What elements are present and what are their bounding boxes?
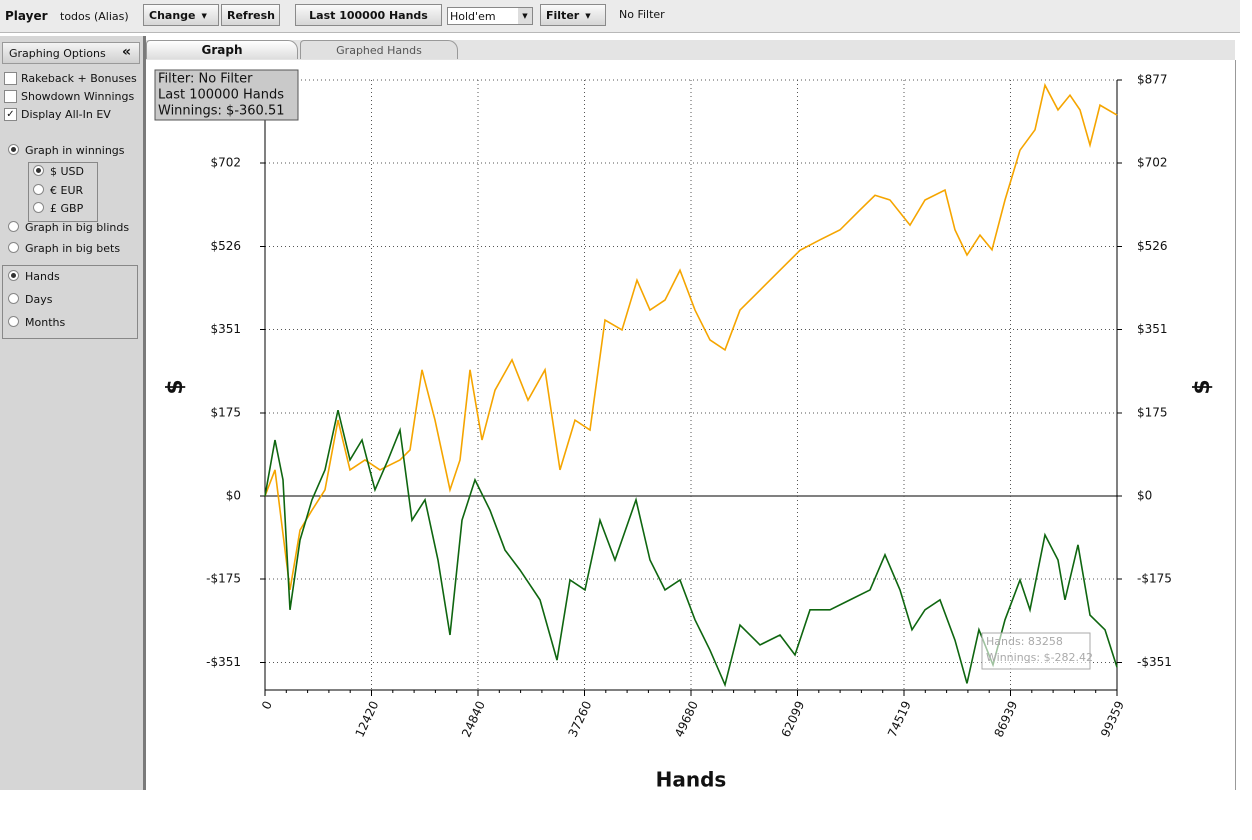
radio-dot (36, 168, 41, 173)
option-label[interactable]: $ USD (50, 165, 84, 178)
option-label[interactable]: Display All-In EV (21, 108, 111, 121)
radio-button[interactable] (8, 316, 19, 327)
tooltip-line: Hands: 83258 (986, 635, 1063, 648)
x-tick-label: 0 (259, 699, 275, 712)
radio-button[interactable] (8, 270, 19, 281)
check-mark: ✓ (6, 109, 15, 120)
y-tick-label: $175 (210, 405, 241, 419)
filter-label: Filter (546, 9, 580, 22)
toolbar-button[interactable]: Refresh (221, 4, 280, 26)
game-value: Hold'em (450, 10, 496, 23)
y-tick-label: $351 (210, 322, 241, 336)
y-tick-label: -$175 (206, 572, 241, 586)
checkbox[interactable] (4, 72, 17, 85)
collapse-button[interactable]: « (121, 44, 131, 60)
y-tick-label: $526 (1137, 239, 1168, 253)
x-axis-label: Hands (656, 768, 727, 791)
button-label: Change (149, 9, 196, 22)
radio-button[interactable] (33, 184, 44, 195)
radio-dot (11, 147, 16, 152)
y-tick-label: $175 (1137, 405, 1168, 419)
x-mode-group (2, 265, 138, 339)
radio-dot (11, 273, 16, 278)
player-label: Player (5, 9, 48, 23)
chart: -$351 -$351 -$175 -$175 $0 $0 $175 $175 $351 $351… (154, 69, 1215, 792)
y-tick-label: -$175 (1137, 572, 1172, 586)
x-tick-label: 99359 (1098, 699, 1127, 740)
option-label[interactable]: Graph in big bets (25, 242, 121, 255)
checkbox[interactable] (4, 90, 17, 103)
radio-button[interactable] (8, 293, 19, 304)
option-label[interactable]: £ GBP (50, 202, 84, 215)
x-tick-label: 86939 (992, 699, 1021, 740)
option-label[interactable]: Graph in winnings (25, 144, 125, 157)
button-label: Refresh (227, 9, 275, 22)
x-tick-label: 24840 (459, 699, 488, 740)
tab-label: Graphed Hands (336, 44, 422, 57)
info-line: Winnings: $-360.51 (158, 104, 285, 119)
option-label[interactable]: Days (25, 293, 53, 306)
select-arrow: ▼ (518, 8, 532, 24)
toolbar: Player todos (Alias) Change ▼ Refresh Last … (0, 0, 1240, 33)
dropdown-arrow: ▼ (201, 12, 207, 20)
series-line (264, 82, 1118, 591)
info-box (154, 69, 299, 121)
radio-button[interactable] (33, 165, 44, 176)
tab[interactable]: Graphed Hands (300, 40, 458, 59)
y-axis-label: $ (163, 379, 188, 394)
y-tick-label: -$351 (206, 655, 241, 669)
toolbar-button[interactable]: Change ▼ (143, 4, 219, 26)
x-tick-label: 37260 (566, 699, 595, 740)
radio-button[interactable] (8, 221, 19, 232)
player-name[interactable]: todos (Alias) (60, 10, 129, 23)
y-axis-label: $ (1190, 379, 1215, 394)
filter-button[interactable]: Filter ▼ (540, 4, 606, 26)
chart-area: -$351 -$351 -$175 -$175 $0 $0 $175 $175 $351 $351… (146, 60, 1236, 792)
y-tick-label: $702 (1137, 156, 1168, 170)
button-label: Last 100000 Hands (309, 9, 428, 22)
checkbox[interactable]: ✓ (4, 108, 17, 121)
x-tick-label: 62099 (779, 699, 808, 740)
x-tick-label: 74519 (885, 699, 914, 740)
toolbar-button[interactable]: Last 100000 Hands (295, 4, 442, 26)
sidebar: Graphing Options « Rakeback + Bonuses Sho… (0, 36, 146, 790)
x-tick-label: 49680 (672, 699, 701, 740)
radio-button[interactable] (8, 242, 19, 253)
tooltip-line: Winnings: $-282.42 (986, 651, 1093, 664)
radio-button[interactable] (33, 202, 44, 213)
sidebar-title: Graphing Options (9, 47, 106, 60)
radio-button[interactable] (8, 144, 19, 155)
y-tick-label: $0 (1137, 488, 1152, 502)
game-select[interactable]: Hold'em ▼ (447, 7, 533, 25)
option-label[interactable]: € EUR (50, 184, 84, 197)
y-tick-label: $526 (210, 239, 241, 253)
tab-label: Graph (201, 43, 243, 57)
tooltip (981, 632, 1091, 670)
tab[interactable]: Graph (146, 40, 298, 59)
option-label[interactable]: Rakeback + Bonuses (21, 72, 137, 85)
option-label[interactable]: Hands (25, 270, 60, 283)
y-tick-label: $702 (210, 156, 241, 170)
info-line: Last 100000 Hands (158, 88, 284, 103)
y-tick-label: $0 (226, 488, 241, 502)
dropdown-arrow: ▼ (585, 12, 591, 20)
info-line: Filter: No Filter (158, 72, 253, 87)
y-tick-label: $351 (1137, 322, 1168, 336)
y-tick-label: $877 (1137, 73, 1168, 87)
option-label[interactable]: Months (25, 316, 66, 329)
filter-status: No Filter (619, 8, 665, 21)
option-label[interactable]: Graph in big blinds (25, 221, 130, 234)
sidebar-header: Graphing Options « (2, 42, 140, 64)
option-label[interactable]: Showdown Winnings (21, 90, 135, 103)
currency-group (28, 162, 98, 222)
x-tick-label: 12420 (353, 699, 382, 740)
y-tick-label: -$351 (1137, 655, 1172, 669)
